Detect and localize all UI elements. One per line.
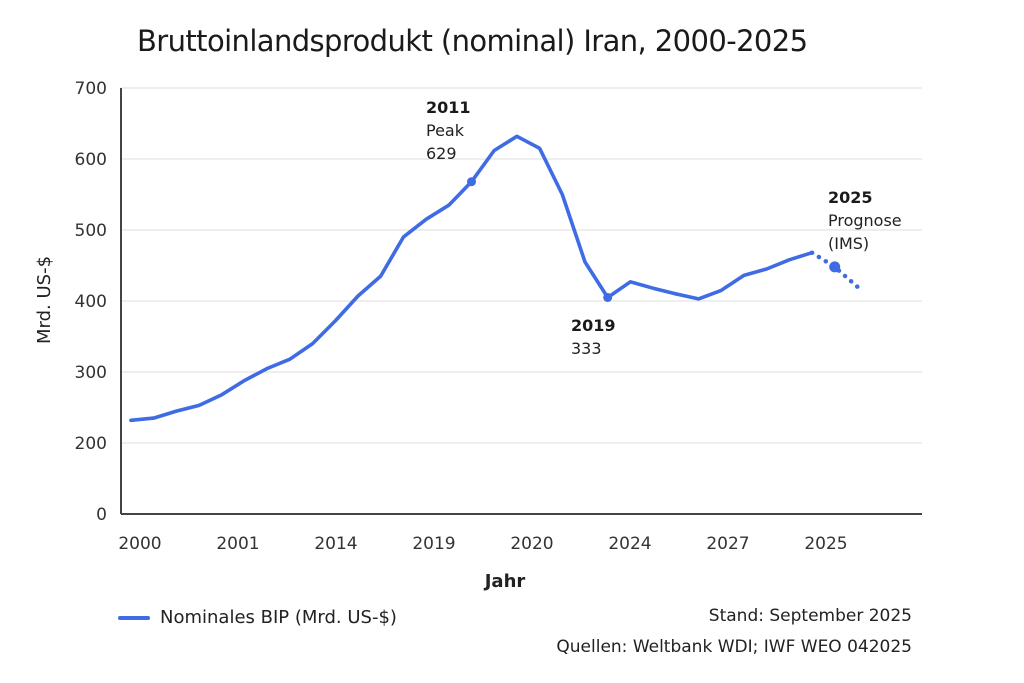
y-tick-label: 700	[75, 79, 107, 99]
annotation-text: Peak	[426, 121, 465, 140]
chart-title: Bruttoinlandsprodukt (nominal) Iran, 200…	[137, 24, 808, 58]
sources-note: Quellen: Weltbank WDI; IWF WEO 042025	[556, 637, 912, 657]
y-tick-label: 600	[75, 150, 107, 170]
annotation-text: Prognose	[828, 211, 902, 230]
annotations: 2011 Peak 629 2019 333 2025 Prognose (IMS)	[426, 98, 902, 358]
point-markers	[467, 177, 841, 302]
y-tick-label: 300	[75, 363, 107, 383]
forecast-line	[809, 250, 860, 290]
x-axis-title: Jahr	[483, 571, 526, 592]
y-tick-labels: 0 200 300 400 500 600 700	[75, 79, 107, 525]
data-point-marker	[603, 292, 613, 302]
annotation-text: (IMS)	[828, 234, 869, 253]
y-tick-label: 400	[75, 292, 107, 312]
x-tick-label: 2024	[608, 534, 651, 554]
x-tick-labels: 2000 2001 2014 2019 2020 2024 2027 2025	[118, 534, 847, 554]
annotation-text: 2025	[828, 188, 873, 207]
x-tick-label: 2000	[118, 534, 161, 554]
gdp-line	[673, 250, 814, 301]
x-tick-label: 2001	[216, 534, 259, 554]
y-axis-title: Mrd. US-$	[34, 256, 55, 344]
data-status-note: Stand: September 2025	[708, 606, 912, 626]
annotation-text: 2011	[426, 98, 471, 117]
legend-line-swatch	[118, 615, 150, 620]
annotation-text: 629	[426, 144, 457, 163]
x-tick-label: 2020	[510, 534, 553, 554]
y-tick-label: 0	[96, 505, 107, 525]
legend-label: Nominales BIP (Mrd. US-$)	[160, 607, 397, 628]
y-tick-label: 200	[75, 434, 107, 454]
annotation-text: 2019	[571, 316, 616, 335]
annotation-text: 333	[571, 339, 602, 358]
gdp-line	[129, 134, 678, 423]
y-tick-label: 500	[75, 221, 107, 241]
x-tick-label: 2027	[706, 534, 749, 554]
x-tick-label: 2025	[804, 534, 847, 554]
series-lines	[129, 134, 860, 423]
data-point-marker	[829, 261, 841, 273]
x-tick-label: 2019	[412, 534, 455, 554]
legend: Nominales BIP (Mrd. US-$)	[118, 607, 397, 628]
x-tick-label: 2014	[314, 534, 357, 554]
axes	[120, 88, 922, 515]
gridlines	[121, 87, 922, 444]
data-point-marker	[467, 177, 476, 187]
